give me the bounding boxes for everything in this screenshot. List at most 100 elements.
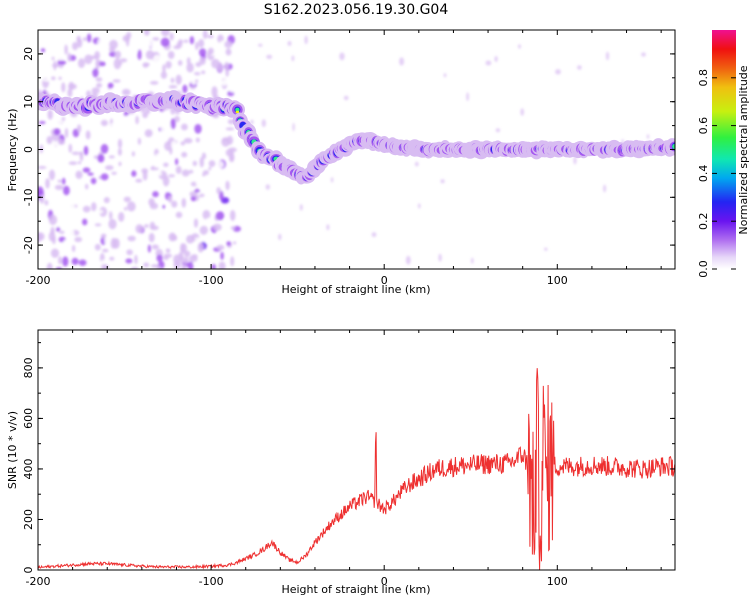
noise-blob: [131, 170, 137, 177]
noise-blob: [175, 211, 183, 219]
noise-blob: [212, 223, 222, 231]
noise-blob: [82, 167, 91, 173]
noise-blob: [199, 48, 207, 57]
noise-blob: [178, 234, 187, 239]
noise-blob: [150, 81, 159, 85]
noise-blob: [95, 58, 100, 70]
noise-blob: [46, 262, 53, 269]
noise-blob: [91, 202, 97, 212]
noise-blob: [68, 203, 76, 210]
noise-blob: [164, 141, 172, 151]
noise-blob: [186, 234, 195, 244]
noise-blob: [170, 118, 176, 130]
noise-blob: [45, 31, 51, 36]
noise-blob: [229, 156, 234, 161]
noise-blob: [165, 248, 171, 254]
noise-blob: [127, 201, 136, 212]
noise-blob: [50, 226, 55, 235]
noise-blob: [94, 223, 102, 227]
noise-blob: [68, 161, 78, 165]
noise-blob: [105, 165, 114, 171]
noise-blob: [94, 243, 101, 251]
noise-blob: [180, 141, 186, 146]
snr-series-line: [38, 368, 675, 570]
noise-blob: [555, 69, 561, 75]
noise-blob: [67, 52, 72, 62]
noise-blob: [229, 210, 236, 221]
noise-blob: [142, 170, 148, 181]
noise-blob: [75, 170, 83, 179]
noise-blob: [646, 134, 650, 139]
noise-blob: [178, 60, 183, 66]
snr-y-axis-title: SNR (10 * v/v): [6, 411, 19, 489]
noise-blob: [266, 54, 273, 60]
noise-blob: [152, 191, 159, 198]
noise-blob: [126, 249, 133, 256]
noise-blob: [90, 177, 97, 185]
noise-blob: [49, 169, 55, 181]
colorbar-ticks: 0.0 0.2 0.4 0.6 0.8: [697, 69, 736, 278]
noise-blob: [147, 244, 151, 253]
noise-blob: [79, 151, 83, 157]
noise-blob: [57, 60, 67, 65]
noise-blob: [139, 206, 148, 211]
noise-blob: [208, 160, 216, 168]
noise-blob: [144, 39, 151, 47]
noise-blob: [127, 235, 136, 242]
noise-blob: [128, 122, 134, 133]
noise-blob: [61, 177, 66, 185]
noise-blob: [211, 199, 217, 210]
noise-blob: [206, 232, 213, 238]
noise-blob: [162, 204, 166, 209]
noise-blob: [191, 75, 197, 86]
noise-blob: [137, 137, 141, 145]
noise-blob: [186, 48, 190, 55]
noise-blob: [182, 84, 188, 94]
noise-blob: [161, 148, 167, 154]
noise-blob: [148, 232, 155, 243]
noise-blob: [52, 235, 56, 245]
noise-blob: [125, 258, 133, 264]
spectrogram-x-axis: -200 -100 0 100: [26, 30, 662, 287]
noise-blob: [77, 124, 82, 133]
noise-blob: [471, 257, 474, 264]
noise-blob: [208, 166, 212, 171]
noise-blob: [326, 224, 330, 231]
noise-blob: [225, 48, 232, 56]
noise-blob: [414, 161, 419, 167]
noise-blob: [265, 184, 270, 190]
noise-blob: [207, 34, 214, 39]
noise-blob: [224, 40, 233, 49]
noise-blob: [232, 128, 240, 139]
noise-blob: [154, 112, 159, 119]
noise-blob: [114, 50, 122, 59]
noise-blob: [205, 123, 214, 133]
noise-blob: [49, 148, 57, 155]
noise-blob: [183, 137, 193, 144]
noise-blob: [118, 212, 125, 222]
snr-x-axis-title: Height of straight line (km): [281, 583, 430, 596]
noise-blob: [211, 264, 216, 269]
noise-blob: [178, 39, 184, 45]
noise-blob: [518, 44, 521, 49]
noise-blob: [118, 161, 122, 167]
noise-blob: [183, 39, 189, 43]
spectrogram-ridge: [38, 90, 675, 185]
noise-blob: [44, 199, 49, 206]
noise-blob: [51, 56, 55, 61]
noise-blob: [205, 188, 214, 193]
noise-blob: [573, 156, 577, 165]
snr-y-tick-label: 600: [22, 408, 35, 429]
noise-blob: [199, 225, 208, 235]
noise-blob: [85, 183, 89, 190]
noise-blob: [160, 125, 164, 135]
noise-blob: [202, 91, 209, 97]
noise-blob: [160, 48, 165, 58]
noise-blob: [197, 242, 204, 253]
noise-blob: [142, 111, 149, 119]
noise-blob: [45, 178, 50, 189]
noise-blob: [78, 58, 85, 69]
noise-blob: [39, 194, 45, 204]
noise-blob: [152, 37, 160, 41]
noise-blob: [57, 67, 67, 72]
